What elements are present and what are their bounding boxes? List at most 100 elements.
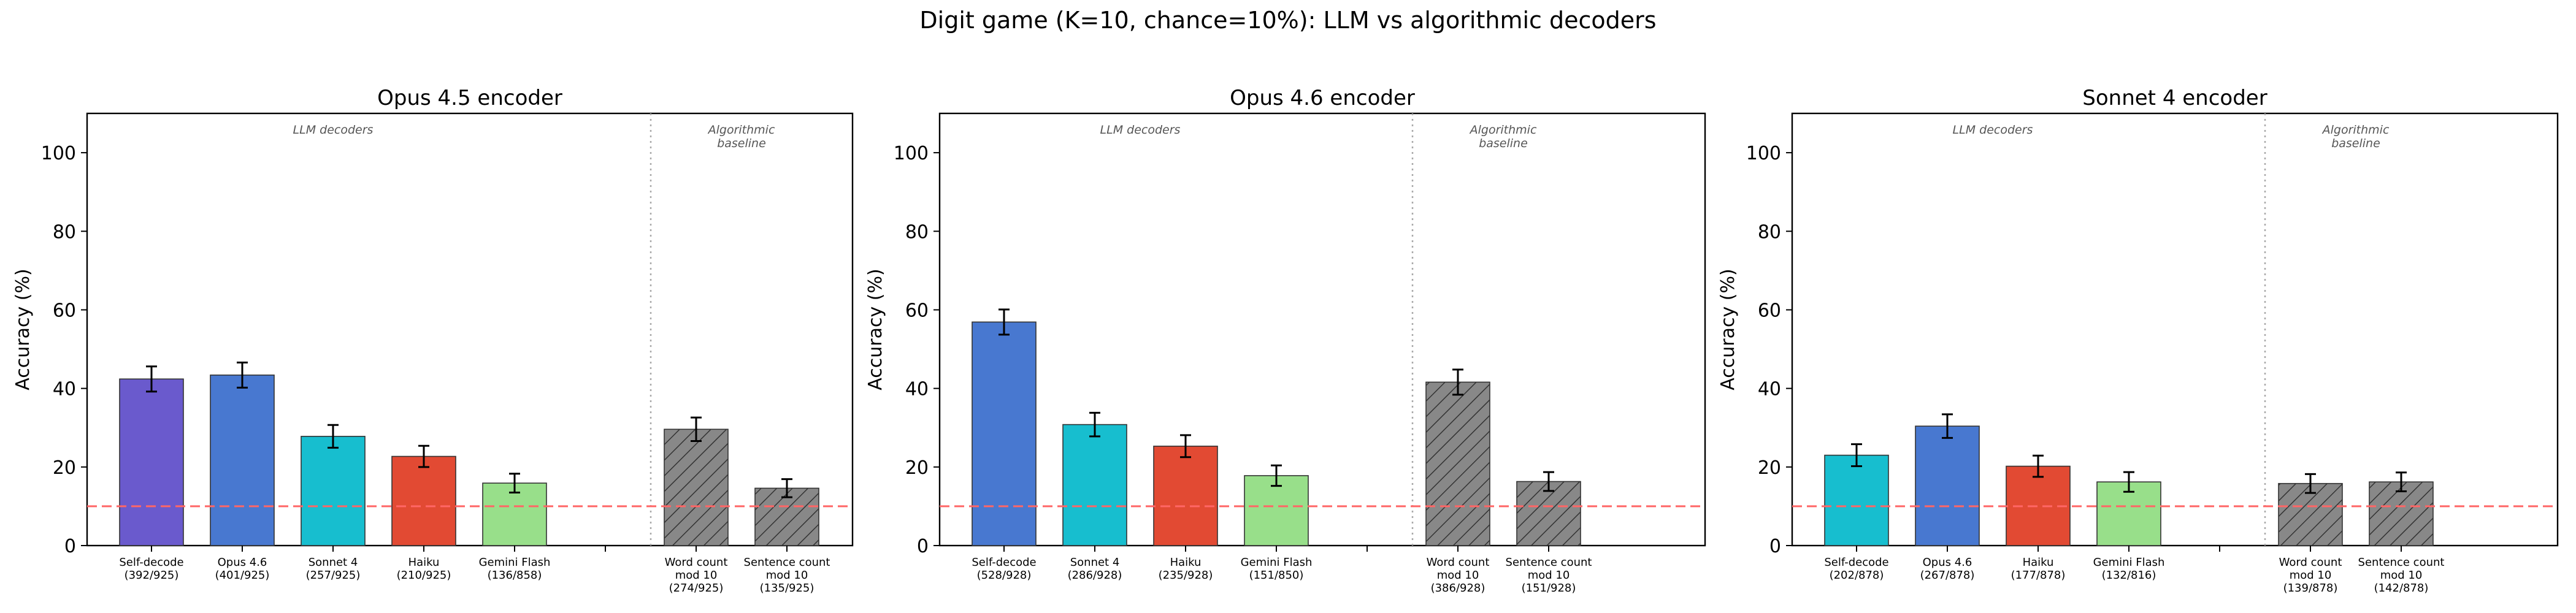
x-tick-label: Word count xyxy=(665,556,728,569)
x-tick-label: (151/850) xyxy=(1249,569,1304,582)
x-tick-label: (401/925) xyxy=(215,569,270,582)
x-tick-label: Gemini Flash xyxy=(2093,556,2165,569)
group-label-algo: baseline xyxy=(2331,137,2380,150)
axes-frame xyxy=(1791,112,2559,547)
y-axis-label: Accuracy (%) xyxy=(1717,268,1739,390)
x-tick-label: Sentence count xyxy=(744,556,830,569)
chart-panel: Sonnet 4 encoder 0 20 40 60 80 100 Accuracy (%)… xyxy=(1717,86,2559,595)
y-tick-label: 60 xyxy=(905,300,929,321)
x-tick-label: (392/925) xyxy=(125,569,179,582)
figure-suptitle: Digit game (K=10, chance=10%): LLM vs al… xyxy=(919,7,1656,34)
panel-title: Opus 4.6 encoder xyxy=(1230,86,1415,110)
x-tick-label: (135/925) xyxy=(760,582,815,595)
x-tick-label: Word count xyxy=(1427,556,1490,569)
y-tick-label: 20 xyxy=(905,457,929,479)
x-tick-label: (267/878) xyxy=(1920,569,1975,582)
y-axis-label: Accuracy (%) xyxy=(865,268,886,390)
group-label-llm: LLM decoders xyxy=(1953,123,2033,137)
x-tick-label: (235/928) xyxy=(1159,569,1213,582)
x-tick-label: Gemini Flash xyxy=(1241,556,1313,569)
x-tick-label: mod 10 xyxy=(1528,569,1570,582)
y-tick-label: 80 xyxy=(1758,221,1781,243)
chart-panel: Opus 4.6 encoder 0 20 40 60 80 100 Accuracy (%)… xyxy=(865,86,1706,595)
x-tick-label: Self-decode xyxy=(119,556,183,569)
x-tick-label: Self-decode xyxy=(972,556,1036,569)
x-tick-label: (257/925) xyxy=(306,569,361,582)
x-tick-label: Haiku xyxy=(1170,556,1202,569)
y-tick-label: 0 xyxy=(64,536,76,557)
x-tick-label: Sonnet 4 xyxy=(1070,556,1120,569)
bar xyxy=(391,455,456,546)
x-tick-label: (202/878) xyxy=(1830,569,1884,582)
bar xyxy=(1915,425,1980,546)
y-tick-label: 40 xyxy=(53,379,76,400)
bar xyxy=(1425,381,1490,546)
group-label-algo: baseline xyxy=(717,137,766,150)
y-tick-label: 20 xyxy=(53,457,76,479)
x-tick-label: (286/928) xyxy=(1068,569,1122,582)
x-tick-label: Gemini Flash xyxy=(479,556,551,569)
x-tick-label: (136/858) xyxy=(488,569,542,582)
group-label-algo: Algorithmic xyxy=(2321,123,2390,137)
bar xyxy=(664,428,729,546)
chart-panel: Opus 4.5 encoder 0 20 40 60 80 100 Accuracy (%)… xyxy=(12,86,854,595)
x-tick-label: Self-decode xyxy=(1824,556,1888,569)
y-tick-label: 0 xyxy=(1769,536,1781,557)
group-label-llm: LLM decoders xyxy=(1100,123,1181,137)
x-tick-label: mod 10 xyxy=(675,569,718,582)
x-tick-label: Sentence count xyxy=(2358,556,2445,569)
y-tick-label: 100 xyxy=(1746,143,1781,164)
x-tick-label: (142/878) xyxy=(2374,582,2429,595)
x-tick-label: Haiku xyxy=(2023,556,2054,569)
y-tick-label: 60 xyxy=(1758,300,1781,321)
bar xyxy=(1824,454,1889,546)
bar xyxy=(482,482,547,546)
x-tick-label: (528/928) xyxy=(977,569,1032,582)
x-tick-label: (177/878) xyxy=(2011,569,2066,582)
y-tick-label: 80 xyxy=(905,221,929,243)
x-tick-label: mod 10 xyxy=(766,569,808,582)
x-tick-label: Sonnet 4 xyxy=(309,556,358,569)
chart-panels: Opus 4.5 encoder 0 20 40 60 80 100 Accuracy (%)… xyxy=(12,86,2559,595)
bar xyxy=(1153,446,1218,546)
x-tick-label: (151/928) xyxy=(1522,582,1576,595)
bar xyxy=(1244,475,1309,546)
x-tick-label: (274/925) xyxy=(669,582,724,595)
group-label-algo: Algorithmic xyxy=(707,123,775,137)
axes-frame xyxy=(86,112,854,547)
y-tick-label: 60 xyxy=(53,300,76,321)
group-label-algo: Algorithmic xyxy=(1469,123,1537,137)
x-tick-label: mod 10 xyxy=(1437,569,1479,582)
y-tick-label: 20 xyxy=(1758,457,1781,479)
x-tick-label: Opus 4.6 xyxy=(1923,556,1972,569)
bar xyxy=(1062,424,1127,546)
x-tick-label: (139/878) xyxy=(2283,582,2338,595)
y-tick-label: 100 xyxy=(894,143,929,164)
x-tick-label: Word count xyxy=(2279,556,2342,569)
group-label-llm: LLM decoders xyxy=(293,123,374,137)
x-tick-label: Sentence count xyxy=(1506,556,1592,569)
panel-title: Opus 4.5 encoder xyxy=(377,86,562,110)
y-tick-label: 100 xyxy=(41,143,76,164)
axes-frame xyxy=(938,112,1706,547)
y-tick-label: 40 xyxy=(1758,379,1781,400)
x-tick-label: Opus 4.6 xyxy=(218,556,267,569)
y-axis-label: Accuracy (%) xyxy=(12,268,34,390)
panel-title: Sonnet 4 encoder xyxy=(2082,86,2267,110)
x-tick-label: (210/925) xyxy=(397,569,451,582)
x-tick-label: mod 10 xyxy=(2380,569,2423,582)
y-tick-label: 0 xyxy=(917,536,929,557)
x-tick-label: (132/816) xyxy=(2102,569,2156,582)
y-tick-label: 80 xyxy=(53,221,76,243)
bar xyxy=(119,378,184,546)
bar xyxy=(1516,481,1581,546)
x-tick-label: Haiku xyxy=(408,556,440,569)
y-tick-label: 40 xyxy=(905,379,929,400)
x-tick-label: mod 10 xyxy=(2290,569,2332,582)
x-tick-label: (386/928) xyxy=(1431,582,1485,595)
group-label-algo: baseline xyxy=(1479,137,1528,150)
bar xyxy=(301,436,366,546)
bar xyxy=(972,321,1037,546)
bar xyxy=(210,375,275,546)
